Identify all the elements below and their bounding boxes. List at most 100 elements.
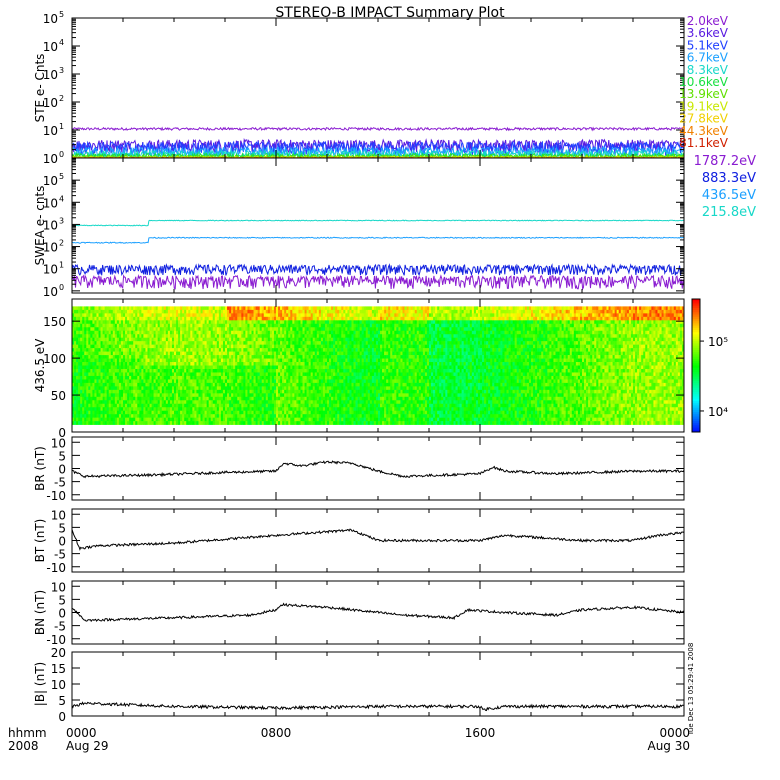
heatmap-cell <box>231 358 234 363</box>
heatmap-cell <box>329 355 332 359</box>
heatmap-cell <box>120 341 124 345</box>
heatmap-cell <box>125 407 128 412</box>
heatmap-cell <box>198 375 201 380</box>
heatmap-cell <box>324 417 328 422</box>
heatmap-cell <box>302 323 305 328</box>
heatmap-cell <box>300 313 303 318</box>
heatmap-cell <box>337 306 340 311</box>
heatmap-cell <box>261 403 265 408</box>
heatmap-cell <box>314 327 318 332</box>
heatmap-cell <box>163 396 167 401</box>
heatmap-cell <box>161 386 165 391</box>
heatmap-cell <box>265 365 269 370</box>
heatmap-cell <box>82 396 85 401</box>
heatmap-cell <box>184 306 187 311</box>
heatmap-cell <box>351 396 354 401</box>
heatmap-cell <box>80 400 83 405</box>
heatmap-cell <box>212 316 216 321</box>
heatmap-cell <box>74 365 77 370</box>
heatmap-cell <box>112 313 116 318</box>
heatmap-cell <box>237 362 240 366</box>
heatmap-cell <box>324 341 328 345</box>
heatmap-cell <box>188 372 191 377</box>
heatmap-cell <box>127 414 130 418</box>
heatmap-cell <box>265 396 269 401</box>
heatmap-cell <box>143 379 146 384</box>
heatmap-cell <box>231 379 234 384</box>
heatmap-cell <box>165 403 169 408</box>
heatmap-cell <box>204 327 207 332</box>
heatmap-cell <box>288 396 291 401</box>
heatmap-cell <box>184 368 187 373</box>
heatmap-cell <box>269 386 273 391</box>
heatmap-cell <box>339 410 342 415</box>
heatmap-cell <box>92 414 95 418</box>
heatmap-cell <box>163 389 167 394</box>
heatmap-cell <box>318 368 322 373</box>
heatmap-cell <box>106 327 110 332</box>
heatmap-cell <box>290 337 293 342</box>
heatmap-cell <box>222 327 226 332</box>
heatmap-cell <box>239 351 242 356</box>
heatmap-cell <box>220 355 224 359</box>
heatmap-cell <box>229 355 232 359</box>
heatmap-cell <box>245 327 248 332</box>
heatmap-cell <box>169 365 173 370</box>
heatmap-cell <box>347 368 350 373</box>
heatmap-cell <box>267 386 271 391</box>
heatmap-cell <box>171 382 175 387</box>
heatmap-cell <box>194 309 197 314</box>
heatmap-cell <box>337 316 340 321</box>
heatmap-cell <box>123 386 126 391</box>
heatmap-cell <box>143 407 146 412</box>
heatmap-cell <box>273 414 277 418</box>
heatmap-cell <box>278 407 281 412</box>
heatmap-cell <box>98 393 101 398</box>
heatmap-cell <box>298 417 301 422</box>
heatmap-cell <box>302 375 305 380</box>
heatmap-cell <box>253 337 256 342</box>
heatmap-cell <box>343 320 346 325</box>
heatmap-cell <box>227 421 230 425</box>
heatmap-cell <box>282 316 285 321</box>
heatmap-cell <box>337 400 340 405</box>
heatmap-cell <box>288 407 291 412</box>
heatmap-cell <box>271 341 275 345</box>
heatmap-cell <box>316 372 320 377</box>
heatmap-cell <box>243 309 246 314</box>
heatmap-cell <box>251 382 254 387</box>
heatmap-cell <box>314 365 318 370</box>
heatmap-cell <box>318 316 322 321</box>
heatmap-cell <box>265 337 269 342</box>
heatmap-cell <box>98 344 101 349</box>
heatmap-cell <box>312 417 316 422</box>
heatmap-cell <box>118 309 122 314</box>
heatmap-cell <box>104 421 107 425</box>
heatmap-cell <box>100 407 103 412</box>
heatmap-cell <box>151 386 154 391</box>
heatmap-cell <box>235 320 238 325</box>
heatmap-cell <box>116 334 120 338</box>
heatmap-cell <box>190 306 193 311</box>
heatmap-cell <box>316 355 320 359</box>
heatmap-cell <box>86 410 89 415</box>
y-tick-label: 10 <box>43 12 58 26</box>
heatmap-cell <box>216 362 220 366</box>
heatmap-cell <box>200 320 203 325</box>
heatmap-cell <box>104 386 107 391</box>
heatmap-cell <box>306 407 309 412</box>
heatmap-cell <box>322 410 326 415</box>
heatmap-cell <box>251 365 254 370</box>
heatmap-cell <box>108 382 112 387</box>
heatmap-cell <box>349 327 352 332</box>
heatmap-cell <box>188 351 191 356</box>
heatmap-cell <box>127 341 130 345</box>
heatmap-cell <box>349 337 352 342</box>
heatmap-cell <box>92 316 95 321</box>
heatmap-cell <box>261 368 265 373</box>
heatmap-cell <box>125 389 128 394</box>
heatmap-cell <box>225 358 228 363</box>
heatmap-cell <box>229 375 232 380</box>
heatmap-cell <box>167 355 171 359</box>
heatmap-cell <box>78 320 81 325</box>
